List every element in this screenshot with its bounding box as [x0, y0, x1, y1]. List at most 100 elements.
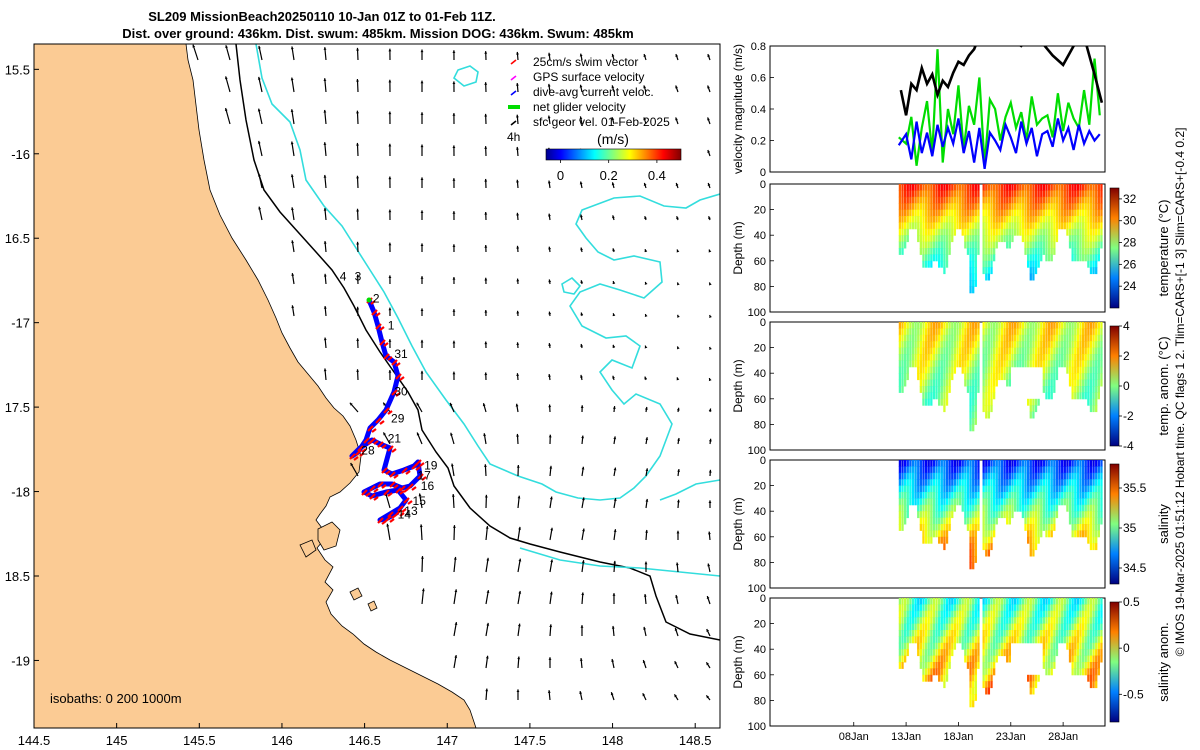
vector-arrow [707, 117, 711, 125]
heatmap-cell [953, 341, 957, 349]
heatmap-cell [1032, 360, 1035, 368]
heatmap-cell [990, 524, 993, 531]
heatmap-cell [1061, 598, 1064, 605]
heatmap-cell [1029, 341, 1032, 349]
heatmap-cell [1089, 655, 1093, 663]
heatmap-cell [917, 322, 920, 329]
heatmap-cell [938, 604, 941, 612]
heatmap-cell [1097, 241, 1100, 249]
heatmap-cell [969, 466, 972, 474]
heatmap-cell [951, 235, 954, 243]
heatmap-cell [1034, 623, 1038, 631]
heatmap-cell [1061, 460, 1064, 467]
heatmap-cell [1074, 479, 1077, 487]
heatmap-cell [974, 216, 977, 223]
heatmap-cell [969, 511, 972, 519]
heatmap-cell [1016, 203, 1019, 211]
heatmap-cell [1000, 479, 1004, 487]
vector-arrow [356, 338, 360, 349]
heatmap-cell [1061, 322, 1064, 329]
swim-vector [399, 512, 405, 517]
heatmap-cell [1063, 341, 1066, 349]
heatmap-cell [1055, 235, 1059, 243]
heatmap-cell [1003, 366, 1006, 374]
heatmap-cell [906, 460, 909, 467]
heatmap-cell [1092, 498, 1095, 506]
heatmap-cell [961, 209, 964, 217]
colorbar-tick-label: 26 [1123, 257, 1137, 271]
heatmap-cell [924, 662, 928, 669]
heatmap-cell [982, 222, 985, 230]
heatmap-cell [948, 248, 951, 255]
heatmap-cell [972, 398, 975, 406]
heatmap-cell [1037, 398, 1040, 406]
heatmap-cell [992, 334, 996, 342]
heatmap-cell [932, 228, 936, 236]
heatmap-cell [1100, 354, 1103, 361]
heatmap-cell [1071, 392, 1074, 400]
heatmap-cell [951, 216, 954, 223]
heatmap-cell [977, 460, 980, 467]
heatmap-cell [987, 322, 991, 329]
heatmap-cell [909, 184, 912, 191]
heatmap-cell [1079, 617, 1082, 625]
heatmap-cell [992, 392, 996, 400]
heatmap-cell [992, 460, 996, 467]
heatmap-cell [1006, 209, 1009, 217]
vector-arrow [420, 112, 424, 125]
heatmap-cell [1032, 479, 1035, 487]
heatmap-cell [1016, 354, 1019, 361]
heatmap-cell [969, 322, 972, 329]
heatmap-cell [1029, 228, 1032, 236]
heatmap-cell [1050, 485, 1053, 493]
heatmap-cell [977, 190, 980, 198]
heatmap-cell [982, 203, 985, 211]
heatmap-cell [1037, 184, 1040, 191]
vector-arrow [452, 371, 456, 381]
vector-arrow [484, 372, 488, 381]
heatmap-cell [1011, 347, 1014, 355]
heatmap-cell [1084, 222, 1087, 230]
heatmap-cell [1066, 642, 1069, 650]
heatmap-cell [964, 366, 967, 374]
heatmap-cell [1032, 543, 1035, 551]
day-label: 3 [355, 269, 362, 283]
heatmap-cell [969, 687, 972, 695]
heatmap-cell [966, 649, 970, 657]
vector-arrow [516, 310, 520, 317]
heatmap-cell [1029, 687, 1032, 695]
heatmap-cell [917, 190, 920, 198]
heatmap-cell [1087, 466, 1090, 474]
heatmap-cell [904, 366, 907, 374]
heatmap-cell [982, 674, 985, 682]
heatmap-cell [1097, 492, 1100, 499]
heatmap-cell [919, 649, 923, 657]
vector-arrow [516, 82, 519, 93]
heatmap-cell [951, 610, 954, 618]
heatmap-cell [1089, 216, 1093, 223]
heatmap-cell [1050, 524, 1053, 531]
heatmap-cell [1063, 498, 1066, 506]
heatmap-cell [972, 636, 975, 644]
heatmap-cell [1092, 524, 1095, 531]
heatmap-cell [1081, 472, 1085, 480]
depth-ylabel: Depth (m) [731, 359, 745, 412]
heatmap-cell [938, 623, 941, 631]
swim-vector [349, 453, 356, 460]
heatmap-cell [927, 530, 930, 538]
heatmap-cell [969, 517, 972, 525]
vector-arrow [291, 305, 295, 317]
heatmap-cell [943, 254, 946, 262]
swim-vector [387, 356, 393, 361]
heatmap-cell [990, 543, 993, 551]
heatmap-cell [904, 504, 907, 512]
heatmap-cell [956, 328, 959, 336]
vector-arrow [388, 176, 392, 189]
track-start [366, 297, 372, 303]
heatmap-cell [961, 492, 964, 499]
heatmap-cell [1079, 222, 1082, 230]
heatmap-cell [1047, 492, 1051, 499]
heatmap-cell [987, 630, 991, 637]
heatmap-cell [1092, 674, 1095, 682]
heatmap-cell [951, 203, 954, 211]
